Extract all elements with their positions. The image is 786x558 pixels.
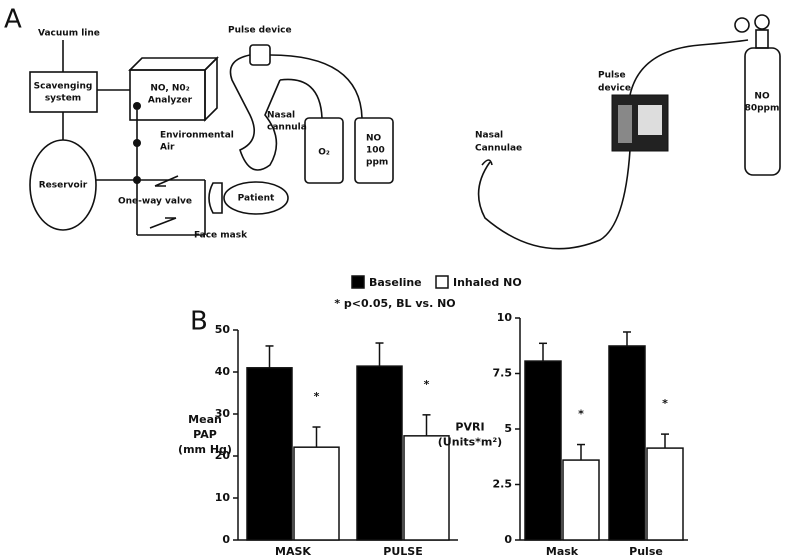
panel-a-left: A Vacuum line Scavenging system NO, N0₂ …	[4, 5, 394, 241]
valve-arrow	[154, 175, 179, 187]
label: 80ppm	[745, 104, 780, 114]
reservoir	[29, 139, 97, 231]
label: Nasal	[267, 111, 295, 121]
bar	[608, 345, 646, 541]
supply-line	[629, 39, 749, 96]
y-tick-label: 5	[504, 422, 512, 435]
y-tick-label: 40	[215, 365, 231, 378]
valve	[755, 29, 769, 49]
label: ppm	[366, 158, 388, 168]
no-tank	[354, 117, 394, 184]
label: Patient	[238, 194, 275, 204]
y-tick-label: 7.5	[493, 367, 513, 380]
tube	[269, 54, 363, 119]
y-tick-label: 50	[215, 323, 231, 336]
y-tick-label: 10	[497, 311, 513, 324]
gauge	[754, 14, 770, 30]
label: Scavenging	[34, 82, 93, 92]
significance: *	[424, 378, 430, 391]
bar	[403, 435, 450, 541]
bar	[356, 365, 403, 541]
analyzer-box	[129, 69, 206, 121]
pulse-device	[249, 44, 271, 66]
panel-a-right: Pulse device Nasal Cannulae NO 80ppm	[475, 14, 781, 250]
device-screen	[638, 105, 662, 135]
y-axis-label: (Units*m²)	[438, 436, 502, 449]
face-mask	[208, 182, 223, 214]
panel-label: B	[190, 307, 208, 337]
y-tick-label: 2.5	[493, 478, 513, 491]
y-tick-label: 10	[215, 491, 231, 504]
label: Pulse device	[228, 26, 292, 36]
label: NO, N0₂	[150, 84, 189, 94]
x-tick-label: Mask	[546, 545, 579, 558]
y-tick-label: 30	[215, 407, 231, 420]
legend-label: Inhaled NO	[453, 276, 522, 289]
label: One-way valve	[118, 197, 192, 207]
cannula	[229, 54, 281, 171]
x-tick-label: Pulse	[629, 545, 663, 558]
label: cannula	[267, 123, 307, 133]
label: Cannulae	[475, 144, 522, 154]
label: O₂	[318, 148, 330, 158]
analyzer-side	[204, 56, 218, 122]
y-axis-label: PVRI	[455, 421, 484, 434]
x-tick-label: PULSE	[383, 545, 422, 558]
patient	[223, 181, 289, 215]
label: Nasal	[475, 131, 503, 141]
bar	[293, 446, 340, 541]
y-axis-label: Mean	[188, 413, 222, 426]
bar	[246, 367, 293, 541]
significance: *	[578, 408, 584, 421]
port	[133, 102, 141, 110]
y-tick-label: 0	[504, 533, 512, 546]
bar	[524, 360, 562, 541]
y-axis-label: (mm Hg)	[178, 443, 232, 456]
annotation: * p<0.05, BL vs. NO	[334, 297, 455, 310]
label: system	[45, 94, 81, 104]
tube	[279, 78, 323, 119]
significance: *	[662, 397, 668, 410]
label: Reservoir	[39, 181, 88, 191]
y-axis-label: PAP	[193, 428, 217, 441]
gauge	[734, 17, 750, 33]
cannula-line	[477, 149, 631, 250]
significance: *	[314, 390, 320, 403]
valve-arrow	[149, 217, 177, 229]
label: NO	[754, 92, 770, 102]
panel-label: A	[4, 5, 22, 35]
label: Pulse	[598, 71, 626, 81]
bar	[562, 459, 600, 541]
analyzer-top	[128, 57, 219, 71]
cannula-tip	[481, 159, 493, 166]
x-tick-label: MASK	[275, 545, 311, 558]
scavenging-box	[29, 71, 98, 113]
y-tick-label: 0	[222, 533, 230, 546]
label: device	[598, 84, 631, 94]
legend-label: Baseline	[369, 276, 422, 289]
label: Air	[160, 143, 175, 153]
y-tick-label: 20	[215, 449, 231, 462]
label: Analyzer	[148, 96, 193, 106]
label: Environmental	[160, 131, 234, 141]
o2-tank	[304, 117, 344, 184]
legend-swatch	[351, 275, 365, 289]
label: Vacuum line	[38, 29, 100, 39]
label: Face mask	[194, 231, 248, 241]
no-cylinder	[744, 47, 781, 176]
label: 100	[366, 146, 385, 156]
label: NO	[366, 134, 382, 144]
device-panel	[618, 105, 632, 143]
legend-swatch	[435, 275, 449, 289]
junction	[133, 139, 141, 147]
bar	[646, 447, 684, 541]
